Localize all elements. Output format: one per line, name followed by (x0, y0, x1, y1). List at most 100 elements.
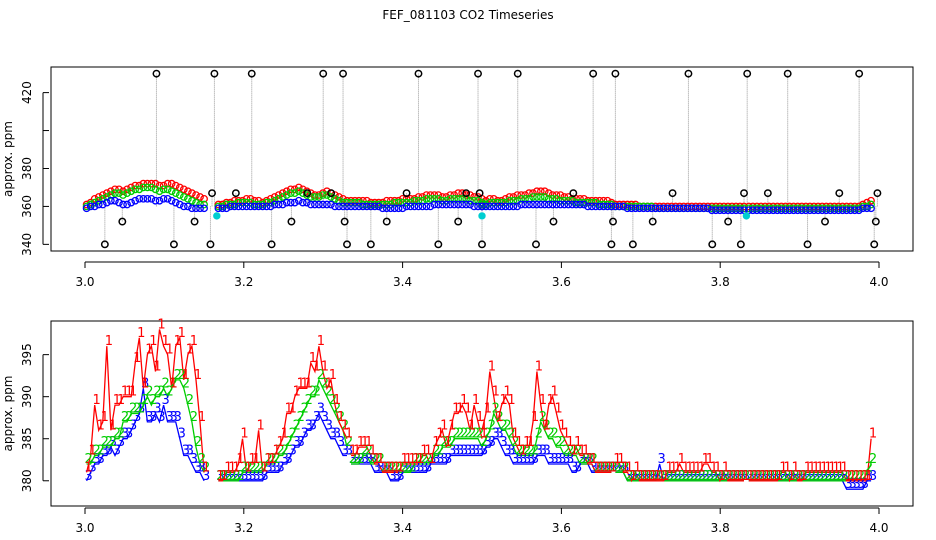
outlier-point (708, 240, 717, 249)
series-3-marker: 3 (499, 435, 507, 450)
series-3-marker: 3 (456, 444, 464, 459)
series-3-point (159, 194, 168, 203)
series-2-marker: 2 (456, 427, 464, 442)
series-1-point (294, 183, 303, 192)
series-2-marker: 2 (566, 444, 574, 459)
series-2-marker: 2 (170, 376, 178, 391)
series-3-point (466, 200, 474, 209)
outlier-point (462, 189, 471, 198)
series-1-point (111, 185, 119, 194)
series-3-marker: 3 (629, 469, 637, 484)
series-3-point (234, 202, 243, 211)
series-3-marker: 3 (101, 444, 109, 459)
series-2-marker: 2 (305, 393, 313, 408)
series-3-point (188, 204, 196, 213)
series-1-point (386, 196, 395, 205)
series-1-line (615, 462, 744, 483)
series-3-marker: 3 (816, 469, 824, 484)
series-1-marker: 1 (141, 376, 149, 391)
series-3-marker: 3 (869, 469, 877, 484)
x-tick-label: 3.2 (234, 521, 253, 535)
series-3-point (294, 196, 303, 205)
series-1-marker: 1 (820, 460, 828, 475)
series-3-marker: 3 (377, 460, 385, 475)
series-2-point (294, 187, 303, 196)
outlier-point (267, 240, 276, 249)
series-1-marker: 1 (440, 418, 448, 433)
series-1-point (398, 194, 407, 203)
series-2-marker: 2 (472, 427, 480, 442)
y-tick-label: 390 (20, 385, 34, 408)
series-2-marker: 2 (182, 376, 190, 391)
series-3-marker: 3 (730, 469, 738, 484)
series-1-marker: 1 (808, 460, 816, 475)
series-3-marker: 3 (141, 376, 149, 391)
series-3-point (298, 198, 307, 207)
outlier-point (724, 217, 733, 226)
series-3-marker: 3 (365, 452, 373, 467)
series-3-line (86, 388, 205, 482)
series-3-line (351, 454, 482, 482)
series-3-point (230, 202, 239, 211)
series-2-marker: 2 (480, 435, 488, 450)
series-2-marker: 2 (289, 427, 297, 442)
series-1-marker: 1 (329, 368, 337, 383)
y-tick-label: 360 (20, 195, 34, 218)
series-3-point (773, 206, 782, 215)
series-3-marker: 3 (194, 460, 202, 475)
series-2-point (90, 198, 99, 207)
series-3-marker: 3 (129, 418, 137, 433)
series-1-point (474, 193, 482, 201)
series-2-marker: 2 (137, 402, 145, 417)
series-2-marker: 2 (232, 469, 240, 484)
series-3-marker: 3 (186, 444, 194, 459)
series-3-marker: 3 (248, 469, 256, 484)
series-3-marker: 3 (97, 452, 105, 467)
series-2-point (200, 200, 208, 209)
series-1-point (544, 189, 553, 197)
series-3-point (262, 202, 271, 211)
series-1-marker: 1 (385, 460, 393, 475)
series-3-marker: 3 (543, 444, 551, 459)
outlier-point (190, 217, 199, 226)
series-3-marker: 3 (145, 410, 153, 425)
calibration-point (213, 212, 221, 220)
series-2-point (410, 196, 419, 205)
series-3-marker: 3 (582, 452, 590, 467)
series-2-marker: 2 (661, 469, 669, 484)
y-tick-label: 340 (20, 233, 34, 256)
series-2-marker: 2 (865, 460, 873, 475)
series-3-marker: 3 (767, 469, 775, 484)
outlier-point (474, 69, 482, 78)
series-1-marker: 1 (105, 334, 113, 349)
series-3-line (218, 411, 347, 482)
series-1-marker: 1 (535, 359, 543, 374)
series-3-point (611, 202, 620, 211)
series-1-marker: 1 (357, 435, 365, 450)
series-3-point (736, 206, 744, 215)
series-3-point (119, 200, 127, 209)
series-1-point (438, 193, 447, 201)
series-2-marker: 2 (570, 444, 578, 459)
series-3-marker: 3 (796, 469, 804, 484)
series-3-point (651, 204, 660, 213)
series-3-point (422, 202, 431, 211)
series-2-marker: 2 (718, 469, 726, 484)
series-3-marker: 3 (329, 427, 337, 442)
series-3-point (584, 202, 592, 211)
series-3-marker: 3 (436, 452, 444, 467)
series-3-point (683, 204, 692, 213)
series-3-marker: 3 (625, 469, 633, 484)
series-3-point (111, 196, 119, 205)
series-3-marker: 3 (637, 469, 645, 484)
series-3-point (806, 206, 814, 215)
series-3-point (513, 202, 522, 211)
series-3-marker: 3 (657, 452, 665, 467)
series-1-marker: 1 (137, 326, 145, 341)
series-3-marker: 3 (174, 410, 182, 425)
series-3-point (716, 206, 724, 215)
series-1-marker: 1 (412, 452, 420, 467)
series-1-marker: 1 (93, 393, 101, 408)
series-2-marker: 2 (121, 410, 129, 425)
series-3-point (394, 204, 403, 213)
